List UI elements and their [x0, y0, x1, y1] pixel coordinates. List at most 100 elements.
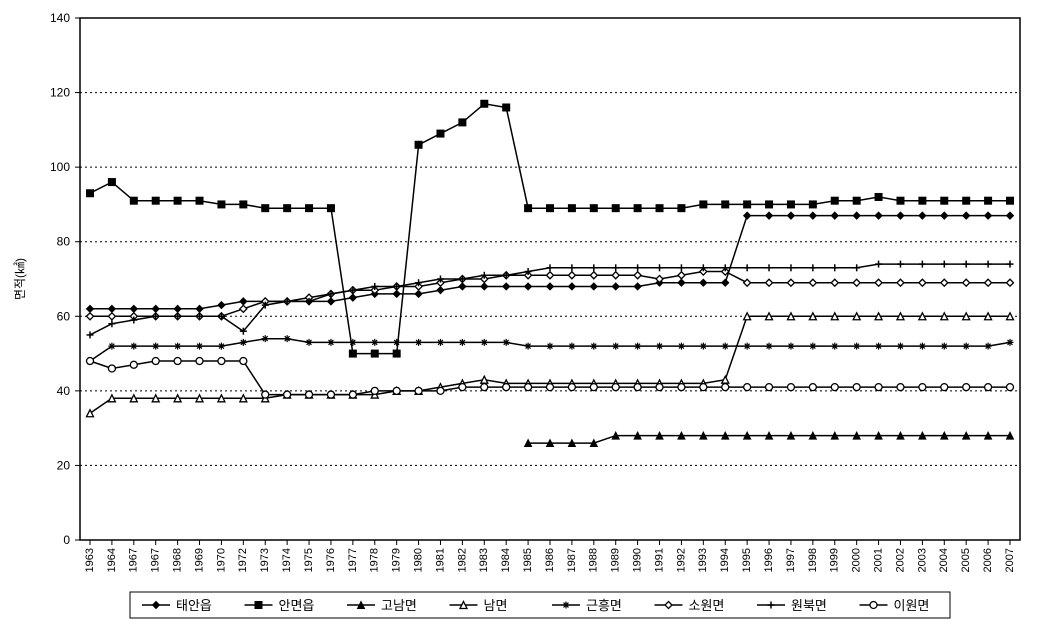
xtick-label: 1986: [544, 548, 556, 572]
xtick-label: 1980: [412, 548, 424, 572]
marker-circle-open-icon: [525, 384, 532, 391]
xtick-label: 1976: [325, 548, 337, 572]
marker-square-filled-icon: [393, 350, 400, 357]
marker-circle-open-icon: [415, 387, 422, 394]
marker-square-filled-icon: [349, 350, 356, 357]
xtick-label: 2004: [938, 548, 950, 572]
chart-container: 0204060801001201401963196419671967196819…: [0, 0, 1038, 638]
marker-square-filled-icon: [875, 193, 882, 200]
ytick-label: 20: [57, 458, 71, 472]
marker-circle-open-icon: [568, 384, 575, 391]
marker-square-filled-icon: [787, 201, 794, 208]
marker-circle-open-icon: [963, 384, 970, 391]
marker-square-filled-icon: [87, 190, 94, 197]
marker-circle-open-icon: [459, 384, 466, 391]
marker-square-filled-icon: [262, 205, 269, 212]
xtick-label: 1967: [128, 548, 140, 572]
xtick-label: 1979: [391, 548, 403, 572]
marker-circle-open-icon: [437, 387, 444, 394]
marker-square-filled-icon: [897, 197, 904, 204]
marker-square-filled-icon: [255, 602, 262, 609]
legend-label: 남면: [484, 598, 508, 613]
marker-square-filled-icon: [459, 119, 466, 126]
marker-circle-open-icon: [481, 384, 488, 391]
xtick-label: 1975: [303, 548, 315, 572]
xtick-label: 1988: [588, 548, 600, 572]
marker-circle-open-icon: [196, 358, 203, 365]
marker-circle-open-icon: [853, 384, 860, 391]
legend-label: 원북면: [791, 598, 827, 613]
marker-circle-open-icon: [831, 384, 838, 391]
marker-square-filled-icon: [919, 197, 926, 204]
xtick-label: 2003: [916, 548, 928, 572]
legend-label: 이원면: [894, 598, 930, 613]
xtick-label: 1970: [215, 548, 227, 572]
xtick-label: 2007: [1004, 548, 1016, 572]
marker-square-filled-icon: [240, 201, 247, 208]
marker-circle-open-icon: [349, 391, 356, 398]
marker-circle-open-icon: [130, 361, 137, 368]
xtick-label: 2002: [894, 548, 906, 572]
ytick-label: 100: [50, 160, 70, 174]
xtick-label: 2000: [851, 548, 863, 572]
xtick-label: 2005: [960, 548, 972, 572]
marker-circle-open-icon: [152, 358, 159, 365]
marker-circle-open-icon: [919, 384, 926, 391]
xtick-label: 1999: [829, 548, 841, 572]
xtick-label: 1995: [741, 548, 753, 572]
xtick-label: 1968: [172, 548, 184, 572]
marker-square-filled-icon: [766, 201, 773, 208]
marker-circle-open-icon: [590, 384, 597, 391]
marker-square-filled-icon: [612, 205, 619, 212]
marker-square-filled-icon: [108, 179, 115, 186]
xtick-label: 1998: [807, 548, 819, 572]
marker-square-filled-icon: [985, 197, 992, 204]
xtick-label: 1991: [653, 548, 665, 572]
ytick-label: 120: [50, 86, 70, 100]
marker-square-filled-icon: [481, 100, 488, 107]
marker-circle-open-icon: [612, 384, 619, 391]
xtick-label: 1978: [369, 548, 381, 572]
marker-square-filled-icon: [590, 205, 597, 212]
xtick-label: 1985: [522, 548, 534, 572]
marker-circle-open-icon: [700, 384, 707, 391]
marker-square-filled-icon: [744, 201, 751, 208]
marker-circle-open-icon: [240, 358, 247, 365]
ytick-label: 140: [50, 11, 70, 25]
xtick-label: 1972: [237, 548, 249, 572]
chart-svg: 0204060801001201401963196419671967196819…: [0, 0, 1038, 638]
xtick-label: 1967: [150, 548, 162, 572]
marker-circle-open-icon: [174, 358, 181, 365]
marker-circle-open-icon: [787, 384, 794, 391]
xtick-label: 1989: [610, 548, 622, 572]
legend-label: 태안읍: [176, 598, 212, 613]
xtick-label: 1992: [675, 548, 687, 572]
y-axis-label: 면적(㎢): [13, 258, 27, 300]
marker-square-filled-icon: [831, 197, 838, 204]
marker-circle-open-icon: [547, 384, 554, 391]
ytick-label: 60: [57, 309, 71, 323]
marker-square-filled-icon: [722, 201, 729, 208]
marker-square-filled-icon: [678, 205, 685, 212]
marker-square-filled-icon: [503, 104, 510, 111]
marker-circle-open-icon: [744, 384, 751, 391]
marker-square-filled-icon: [941, 197, 948, 204]
marker-square-filled-icon: [656, 205, 663, 212]
marker-square-filled-icon: [547, 205, 554, 212]
marker-square-filled-icon: [1007, 197, 1014, 204]
marker-circle-open-icon: [1007, 384, 1014, 391]
ytick-label: 40: [57, 384, 71, 398]
marker-square-filled-icon: [568, 205, 575, 212]
marker-circle-open-icon: [306, 391, 313, 398]
marker-circle-open-icon: [897, 384, 904, 391]
xtick-label: 1974: [281, 548, 293, 572]
xtick-label: 2001: [872, 548, 884, 572]
legend-label: 근흥면: [586, 598, 622, 613]
xtick-label: 1983: [478, 548, 490, 572]
marker-square-filled-icon: [174, 197, 181, 204]
marker-circle-open-icon: [941, 384, 948, 391]
marker-square-filled-icon: [634, 205, 641, 212]
xtick-label: 1963: [84, 548, 96, 572]
xtick-label: 1973: [259, 548, 271, 572]
marker-circle-open-icon: [634, 384, 641, 391]
